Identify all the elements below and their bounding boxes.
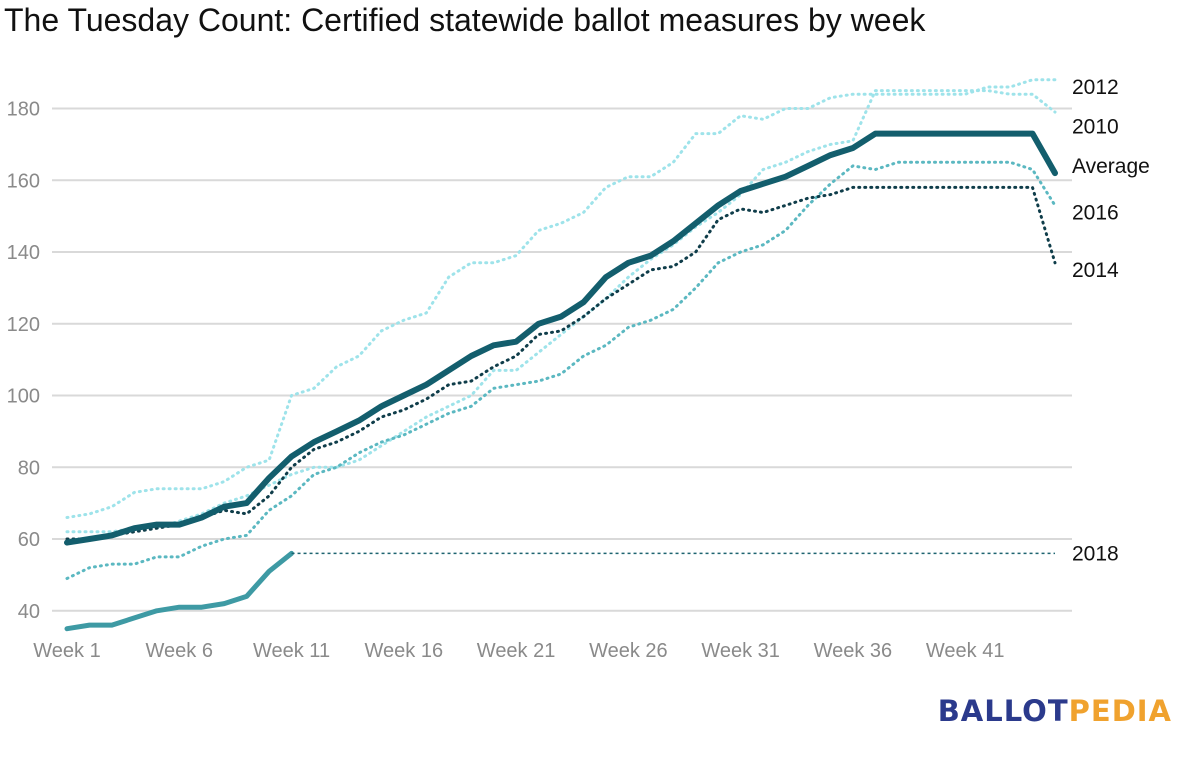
x-tick-week-1: Week 1 [33,640,100,662]
x-tick-week-26: Week 26 [589,640,668,662]
ballotpedia-logo: BALLOTPEDIA [938,694,1172,728]
end-label-average: Average [1072,155,1150,178]
x-tick-week-21: Week 21 [477,640,556,662]
y-tick-80: 80 [18,457,40,479]
series-line-2010 [65,89,1057,534]
y-tick-180: 180 [7,99,40,121]
y-tick-120: 120 [7,314,40,336]
series-line-2014 [65,185,1057,541]
end-label-2018: 2018 [1072,542,1119,565]
x-tick-week-41: Week 41 [926,640,1005,662]
logo-ballot: BALLOT [937,694,1069,728]
logo-pedia: PEDIA [1068,694,1172,728]
end-label-2016: 2016 [1072,202,1119,225]
series-line-average [64,130,1058,546]
y-axis-ticks: 40 60 80 100 120 140 160 180 [7,99,40,623]
x-tick-week-36: Week 36 [814,640,893,662]
x-tick-week-11: Week 11 [253,640,330,662]
series-lines [64,78,1058,632]
y-tick-40: 40 [18,601,40,623]
gridlines [52,107,1072,612]
end-label-2010: 2010 [1072,115,1119,138]
series-line-2012 [65,78,1057,519]
x-axis-ticks: Week 1 Week 6 Week 11 Week 16 Week 21 Week 26… [33,640,1004,662]
x-tick-week-16: Week 16 [365,640,444,662]
end-label-2014: 2014 [1072,259,1119,282]
x-tick-week-31: Week 31 [701,640,780,662]
series-line-2018 [64,550,294,632]
y-tick-60: 60 [18,529,40,551]
end-label-2012: 2012 [1072,76,1119,99]
y-tick-160: 160 [7,170,40,192]
y-tick-100: 100 [7,386,40,408]
chart-title: The Tuesday Count: Certified statewide b… [4,2,926,38]
series-line-2016 [65,160,1057,580]
y-tick-140: 140 [7,242,40,264]
series-end-labels: 2012 2010 Average 2016 2014 2018 [1072,76,1150,565]
x-tick-week-6: Week 6 [146,640,213,662]
